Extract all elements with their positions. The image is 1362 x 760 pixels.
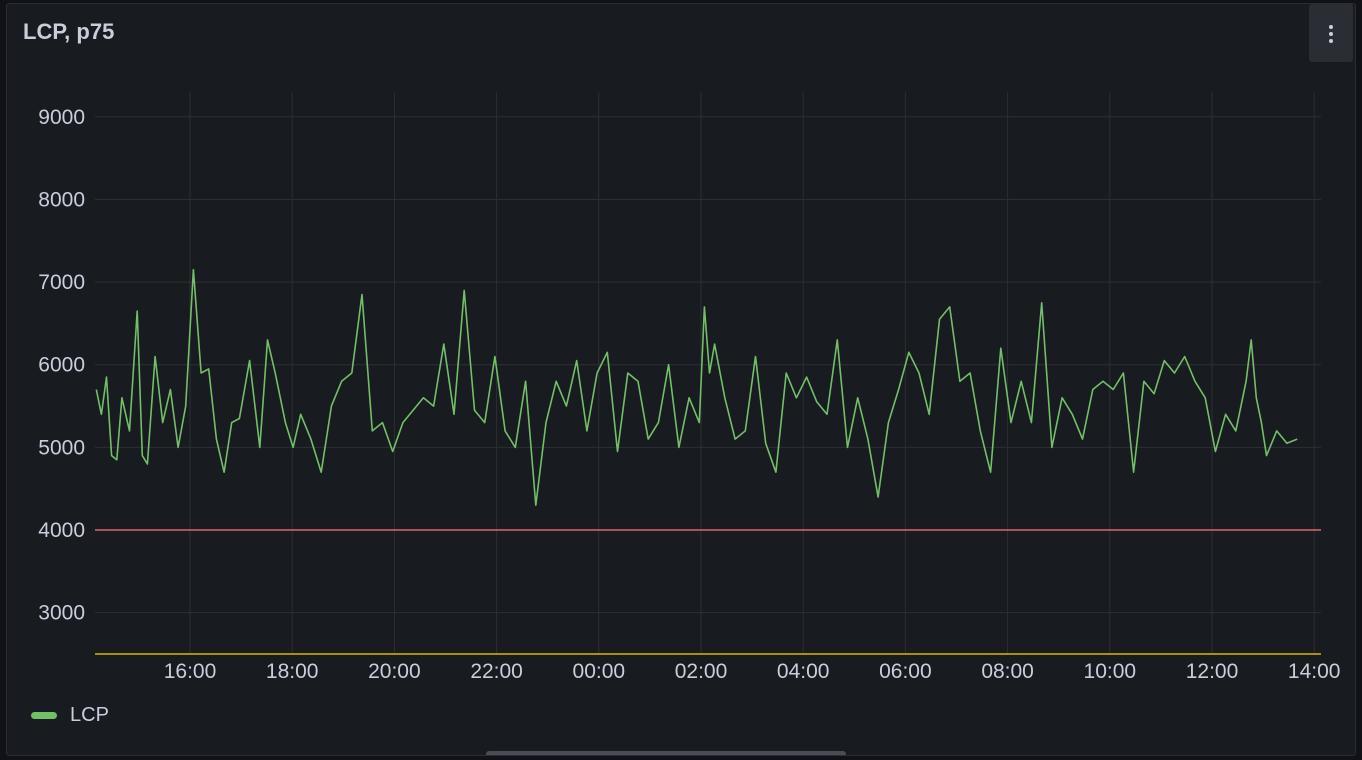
x-tick-label: 04:00	[777, 660, 830, 683]
y-tick-label: 5000	[38, 436, 85, 459]
x-tick-label: 06:00	[879, 660, 932, 683]
panel-title: LCP, p75	[23, 19, 115, 44]
line-chart: 3000 4000 5000 6000 7000 8000 9000 16:00 18:00 20…	[38, 92, 1341, 683]
kebab-menu-icon[interactable]	[1309, 4, 1353, 62]
legend-swatch	[31, 712, 57, 719]
x-tick-label: 18:00	[266, 660, 319, 683]
series-line-lcp	[95, 268, 1298, 507]
x-tick-label: 10:00	[1084, 660, 1137, 683]
x-tick-label: 08:00	[981, 660, 1034, 683]
x-tick-label: 14:00	[1288, 660, 1341, 683]
legend-label: LCP	[70, 704, 109, 726]
x-tick-label: 02:00	[675, 660, 728, 683]
x-tick-label: 12:00	[1186, 660, 1239, 683]
x-tick-label: 22:00	[470, 660, 523, 683]
horizontal-scrollbar[interactable]	[486, 751, 846, 755]
y-tick-label: 7000	[38, 271, 85, 294]
x-tick-label: 16:00	[164, 660, 217, 683]
y-tick-label: 8000	[38, 188, 85, 211]
y-tick-label: 3000	[38, 602, 85, 625]
y-tick-label: 6000	[38, 354, 85, 377]
chart-panel: LCP, p75 3000 4000 5000 6000 7000 8000 9000 16:…	[6, 3, 1356, 756]
y-tick-label: 4000	[38, 519, 85, 542]
x-tick-label: 20:00	[368, 660, 421, 683]
y-tick-label: 9000	[38, 106, 85, 129]
x-tick-label: 00:00	[573, 660, 626, 683]
legend-item-lcp[interactable]: LCP	[31, 704, 109, 727]
